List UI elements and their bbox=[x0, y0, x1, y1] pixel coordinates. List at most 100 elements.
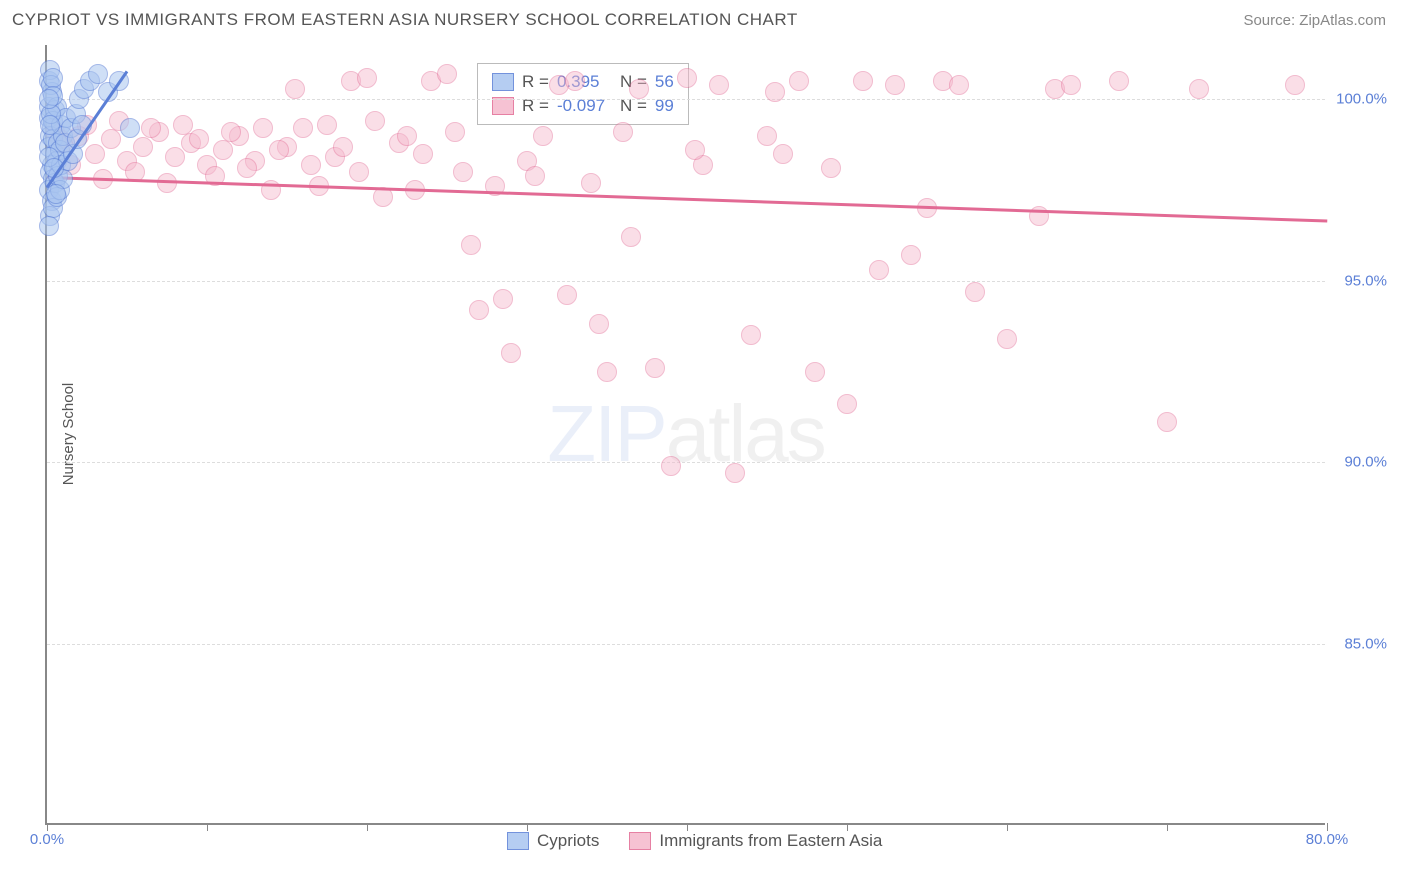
data-point bbox=[709, 75, 729, 95]
legend-label-immigrants: Immigrants from Eastern Asia bbox=[659, 831, 882, 851]
source-attribution: Source: ZipAtlas.com bbox=[1243, 12, 1386, 29]
data-point bbox=[853, 71, 873, 91]
n-value-cypriots: 56 bbox=[655, 72, 674, 92]
data-point bbox=[39, 89, 59, 109]
data-point bbox=[501, 343, 521, 363]
data-point bbox=[629, 79, 649, 99]
y-tick-label: 90.0% bbox=[1344, 454, 1387, 471]
legend-swatch-immigrants-bottom bbox=[629, 832, 651, 850]
data-point bbox=[613, 122, 633, 142]
chart-title: CYPRIOT VS IMMIGRANTS FROM EASTERN ASIA … bbox=[12, 10, 798, 30]
data-point bbox=[133, 137, 153, 157]
data-point bbox=[349, 162, 369, 182]
r-prefix: R = bbox=[522, 72, 549, 92]
data-point bbox=[589, 314, 609, 334]
data-point bbox=[805, 362, 825, 382]
data-point bbox=[661, 456, 681, 476]
x-tick bbox=[527, 823, 528, 831]
data-point bbox=[557, 285, 577, 305]
gridline bbox=[47, 462, 1325, 463]
correlation-legend: R = 0.395 N = 56 R = -0.097 N = 99 bbox=[477, 63, 689, 125]
legend-swatch-cypriots bbox=[492, 73, 514, 91]
x-tick bbox=[687, 823, 688, 831]
gridline bbox=[47, 644, 1325, 645]
data-point bbox=[869, 260, 889, 280]
trend-line bbox=[47, 176, 1327, 223]
data-point bbox=[901, 245, 921, 265]
data-point bbox=[141, 118, 161, 138]
data-point bbox=[269, 140, 289, 160]
data-point bbox=[765, 82, 785, 102]
data-point bbox=[525, 166, 545, 186]
data-point bbox=[43, 68, 63, 88]
data-point bbox=[397, 126, 417, 146]
legend-row-immigrants: R = -0.097 N = 99 bbox=[492, 94, 674, 118]
data-point bbox=[437, 64, 457, 84]
data-point bbox=[101, 129, 121, 149]
data-point bbox=[1109, 71, 1129, 91]
data-point bbox=[88, 64, 108, 84]
data-point bbox=[677, 68, 697, 88]
data-point bbox=[949, 75, 969, 95]
legend-item-cypriots: Cypriots bbox=[507, 831, 599, 851]
data-point bbox=[1189, 79, 1209, 99]
y-tick-label: 100.0% bbox=[1336, 91, 1387, 108]
data-point bbox=[317, 115, 337, 135]
x-tick bbox=[1327, 823, 1328, 831]
data-point bbox=[253, 118, 273, 138]
y-tick-label: 85.0% bbox=[1344, 635, 1387, 652]
data-point bbox=[285, 79, 305, 99]
data-point bbox=[221, 122, 241, 142]
x-tick bbox=[1167, 823, 1168, 831]
data-point bbox=[293, 118, 313, 138]
data-point bbox=[165, 147, 185, 167]
data-point bbox=[85, 144, 105, 164]
data-point bbox=[39, 216, 59, 236]
data-point bbox=[1285, 75, 1305, 95]
y-axis-label: Nursery School bbox=[60, 383, 77, 486]
data-point bbox=[789, 71, 809, 91]
data-point bbox=[725, 463, 745, 483]
data-point bbox=[837, 394, 857, 414]
watermark-zip: ZIP bbox=[547, 389, 665, 478]
data-point bbox=[120, 118, 140, 138]
data-point bbox=[965, 282, 985, 302]
data-point bbox=[213, 140, 233, 160]
data-point bbox=[413, 144, 433, 164]
x-tick-label: 0.0% bbox=[30, 831, 64, 848]
data-point bbox=[357, 68, 377, 88]
x-tick bbox=[207, 823, 208, 831]
plot-area: Nursery School ZIPatlas R = 0.395 N = 56… bbox=[45, 45, 1325, 825]
chart-container: Nursery School ZIPatlas R = 0.395 N = 56… bbox=[45, 45, 1325, 825]
data-point bbox=[453, 162, 473, 182]
data-point bbox=[741, 325, 761, 345]
data-point bbox=[821, 158, 841, 178]
data-point bbox=[773, 144, 793, 164]
data-point bbox=[757, 126, 777, 146]
legend-label-cypriots: Cypriots bbox=[537, 831, 599, 851]
watermark: ZIPatlas bbox=[547, 388, 824, 480]
data-point bbox=[685, 140, 705, 160]
legend-swatch-cypriots-bottom bbox=[507, 832, 529, 850]
data-point bbox=[565, 71, 585, 91]
data-point bbox=[461, 235, 481, 255]
data-point bbox=[581, 173, 601, 193]
data-point bbox=[333, 137, 353, 157]
data-point bbox=[1061, 75, 1081, 95]
data-point bbox=[885, 75, 905, 95]
data-point bbox=[40, 115, 60, 135]
data-point bbox=[1157, 412, 1177, 432]
x-tick bbox=[47, 823, 48, 831]
data-point bbox=[997, 329, 1017, 349]
data-point bbox=[365, 111, 385, 131]
data-point bbox=[1029, 206, 1049, 226]
y-tick-label: 95.0% bbox=[1344, 272, 1387, 289]
x-tick bbox=[1007, 823, 1008, 831]
data-point bbox=[533, 126, 553, 146]
data-point bbox=[237, 158, 257, 178]
data-point bbox=[301, 155, 321, 175]
gridline bbox=[47, 281, 1325, 282]
data-point bbox=[173, 115, 193, 135]
gridline bbox=[47, 99, 1325, 100]
watermark-atlas: atlas bbox=[666, 389, 825, 478]
